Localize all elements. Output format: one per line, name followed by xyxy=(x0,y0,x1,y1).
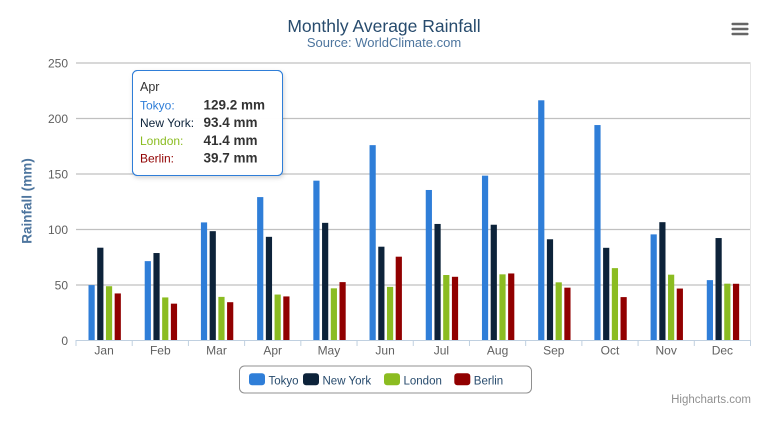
svg-text:Dec: Dec xyxy=(712,344,733,358)
svg-text:Jan: Jan xyxy=(94,344,113,358)
svg-text:Sep: Sep xyxy=(543,344,565,358)
svg-text:Feb: Feb xyxy=(150,344,171,358)
svg-text:250: 250 xyxy=(48,57,68,71)
svg-text:Tokyo:: Tokyo: xyxy=(140,99,175,113)
svg-text:Oct: Oct xyxy=(601,344,620,358)
svg-text:Source: WorldClimate.com: Source: WorldClimate.com xyxy=(307,35,461,50)
svg-text:41.4 mm: 41.4 mm xyxy=(204,133,258,148)
svg-text:May: May xyxy=(318,344,341,358)
svg-text:39.7 mm: 39.7 mm xyxy=(204,150,258,165)
svg-text:Berlin:: Berlin: xyxy=(140,151,174,165)
svg-text:0: 0 xyxy=(61,334,68,348)
svg-text:Highcharts.com: Highcharts.com xyxy=(671,394,751,406)
svg-text:50: 50 xyxy=(55,279,69,293)
svg-text:Tokyo: Tokyo xyxy=(269,376,299,388)
svg-text:Rainfall (mm): Rainfall (mm) xyxy=(20,158,35,244)
svg-text:Monthly Average Rainfall: Monthly Average Rainfall xyxy=(287,16,480,36)
svg-text:Apr: Apr xyxy=(263,344,282,358)
svg-text:Apr: Apr xyxy=(140,80,159,94)
svg-text:100: 100 xyxy=(48,223,68,237)
svg-text:Nov: Nov xyxy=(656,344,677,358)
svg-text:93.4 mm: 93.4 mm xyxy=(204,115,258,130)
svg-text:150: 150 xyxy=(48,168,68,182)
svg-text:London:: London: xyxy=(140,134,183,148)
svg-text:Aug: Aug xyxy=(487,344,508,358)
svg-text:Berlin: Berlin xyxy=(474,376,503,388)
svg-text:Jul: Jul xyxy=(434,344,449,358)
svg-text:New York:: New York: xyxy=(140,116,194,130)
svg-text:Jun: Jun xyxy=(375,344,394,358)
svg-text:Mar: Mar xyxy=(206,344,227,358)
svg-text:London: London xyxy=(404,376,442,388)
svg-text:New York: New York xyxy=(323,376,372,388)
svg-text:129.2 mm: 129.2 mm xyxy=(204,98,266,113)
svg-text:200: 200 xyxy=(48,112,68,126)
